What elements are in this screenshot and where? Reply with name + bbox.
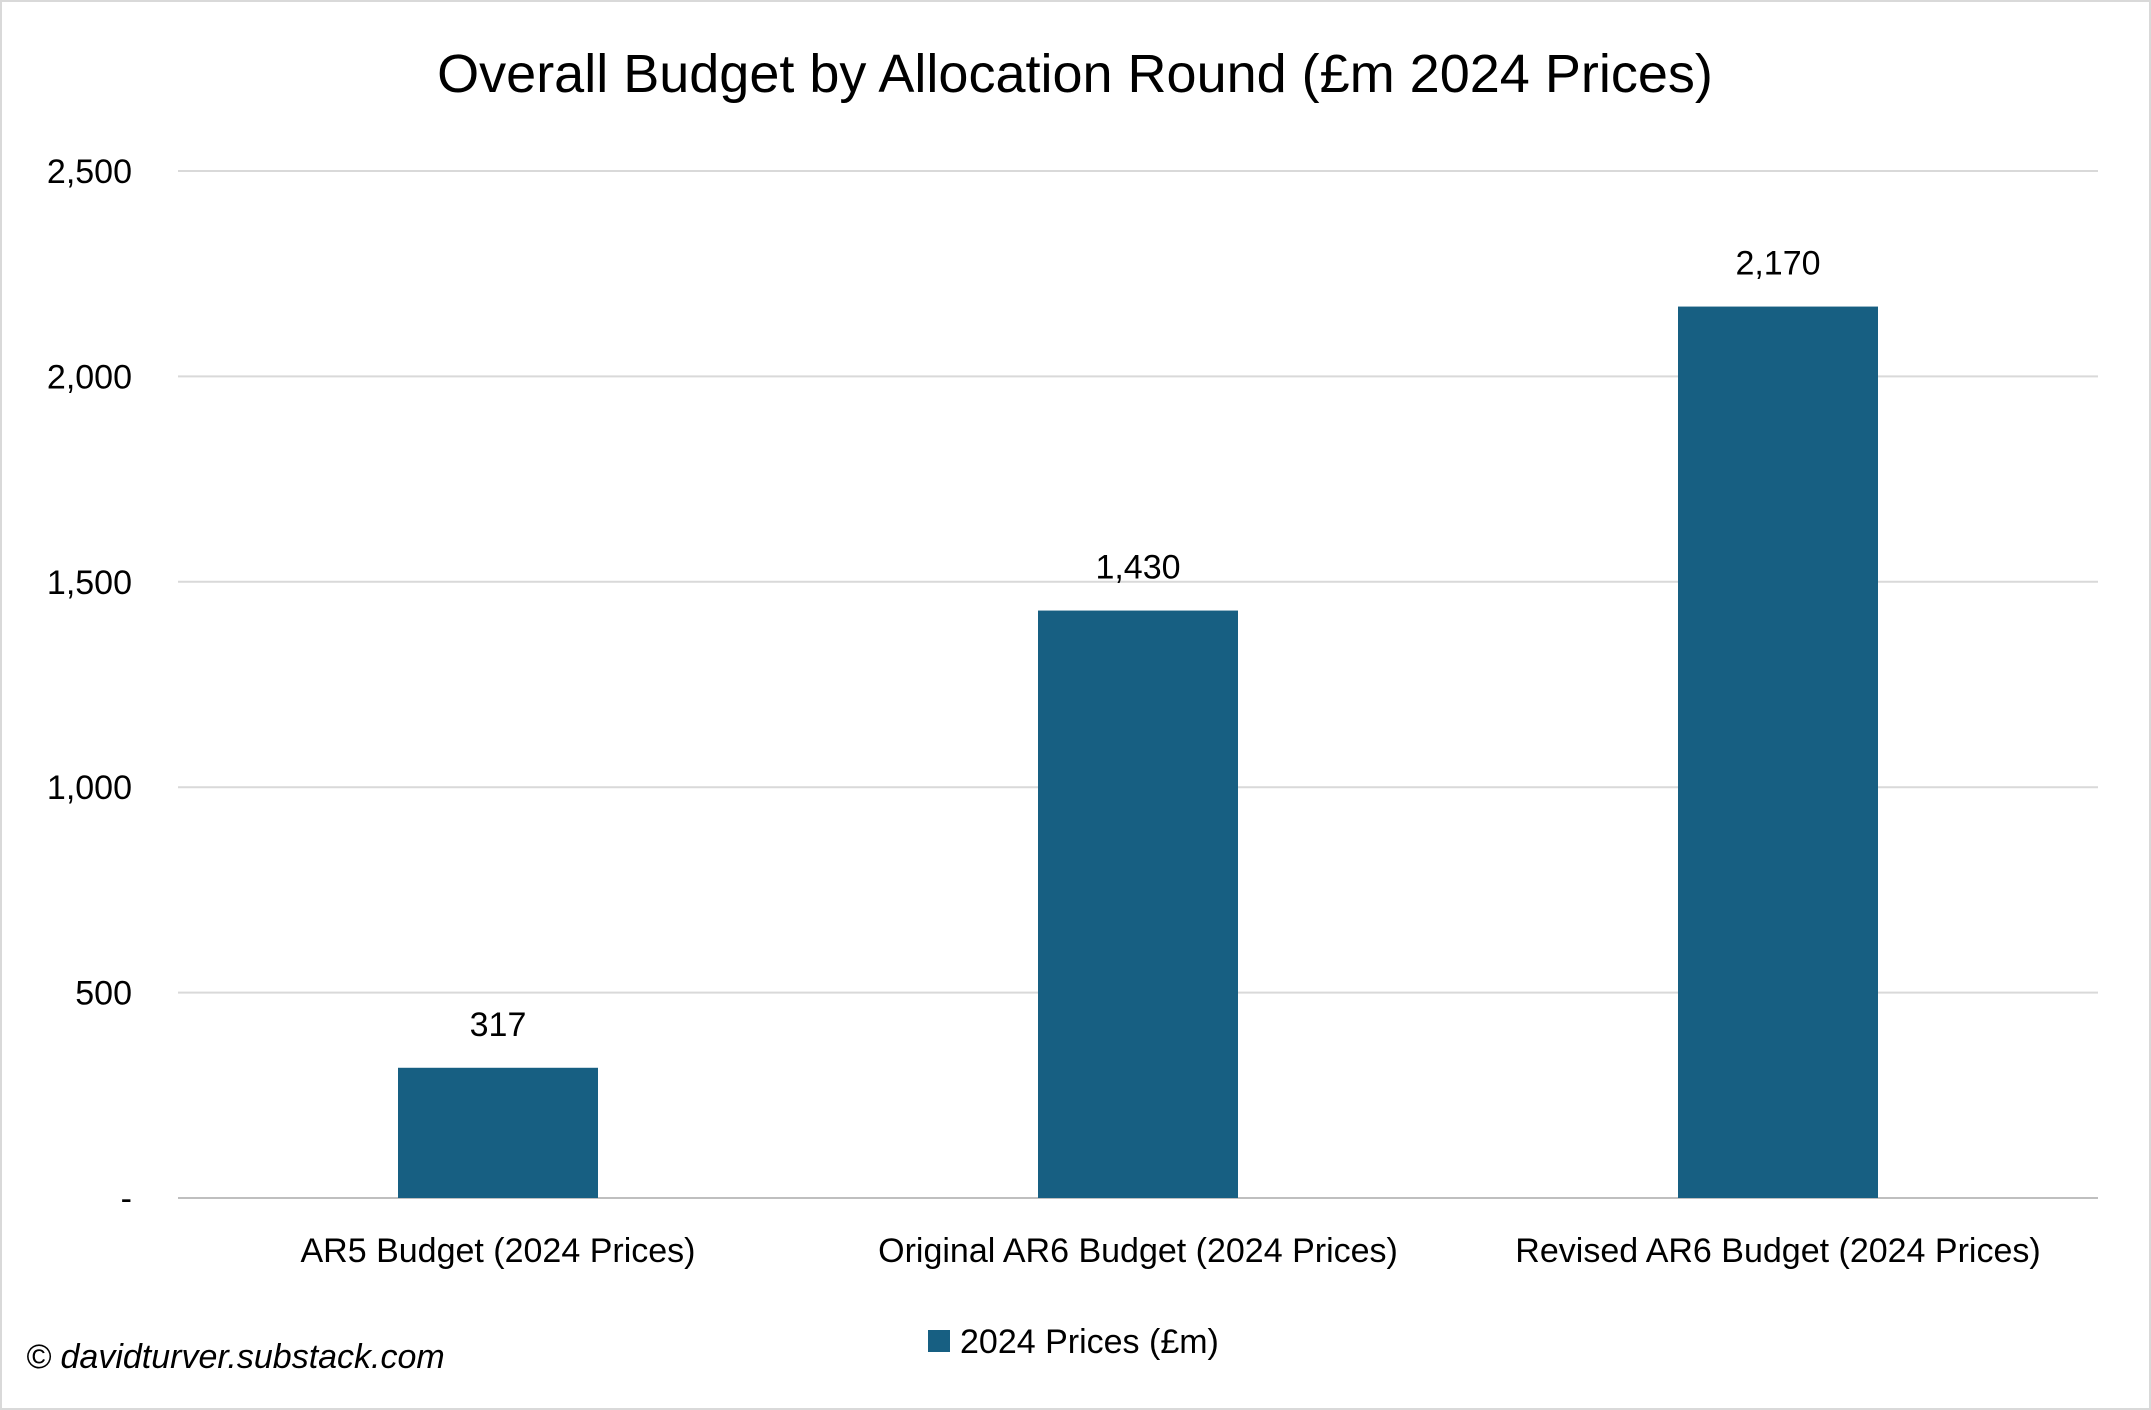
x-category-label: Revised AR6 Budget (2024 Prices)	[1515, 1232, 2040, 1270]
x-category-label: Original AR6 Budget (2024 Prices)	[878, 1232, 1398, 1270]
y-tick-label: -	[121, 1180, 132, 1218]
x-axis-categories: AR5 Budget (2024 Prices) Original AR6 Bud…	[301, 1232, 2041, 1270]
data-labels: 317 1,430 2,170	[470, 245, 1821, 1044]
data-label: 317	[470, 1006, 527, 1044]
credit-text: © davidturver.substack.com	[26, 1338, 445, 1376]
y-tick-label: 500	[75, 975, 132, 1013]
legend-label: 2024 Prices (£m)	[960, 1323, 1219, 1361]
y-tick-label: 1,000	[47, 769, 132, 807]
bar	[1038, 610, 1238, 1198]
y-tick-label: 2,500	[47, 153, 132, 191]
bar	[1678, 306, 1878, 1199]
data-label: 2,170	[1735, 245, 1820, 283]
x-category-label: AR5 Budget (2024 Prices)	[301, 1232, 696, 1270]
bar	[398, 1067, 598, 1198]
y-tick-label: 2,000	[47, 358, 132, 396]
data-label: 1,430	[1095, 549, 1180, 587]
y-axis-ticks: - 500 1,000 1,500 2,000 2,500	[47, 153, 132, 1218]
y-tick-label: 1,500	[47, 564, 132, 602]
legend-swatch	[928, 1330, 950, 1352]
chart-title: Overall Budget by Allocation Round (£m 2…	[437, 44, 1713, 104]
bars	[398, 306, 1878, 1199]
legend: 2024 Prices (£m)	[928, 1323, 1219, 1361]
